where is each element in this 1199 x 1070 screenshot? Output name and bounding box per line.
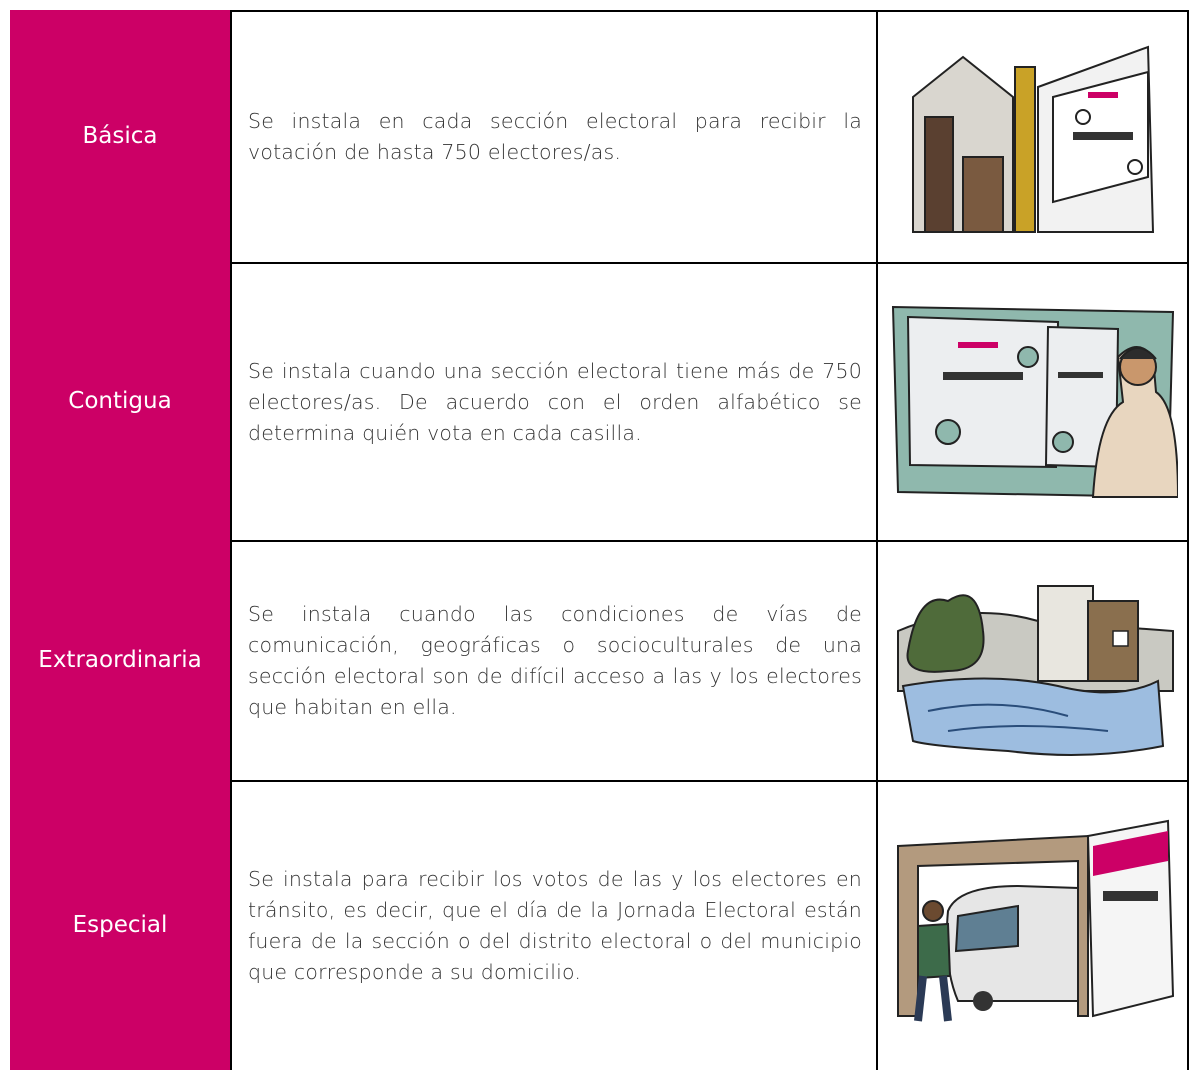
illustration bbox=[911, 45, 1154, 233]
illustration bbox=[891, 305, 1178, 499]
illustration bbox=[896, 585, 1174, 756]
illustration bbox=[896, 819, 1174, 1022]
row-description-cell: Se instala para recibir los votos de las… bbox=[230, 780, 876, 1070]
row-description: Se instala en cada sección electoral par… bbox=[248, 109, 862, 164]
illustration-cell bbox=[876, 780, 1189, 1070]
illustration-cell bbox=[876, 10, 1189, 262]
illustration-cell bbox=[876, 262, 1189, 540]
row-label: Especial bbox=[10, 780, 230, 1070]
row-label: Contigua bbox=[10, 262, 230, 540]
row-description: Se instala para recibir los votos de las… bbox=[248, 867, 862, 984]
illustration-cell bbox=[876, 540, 1189, 780]
row-description: Se instala cuando una sección electoral … bbox=[248, 358, 862, 445]
row-label: Básica bbox=[10, 10, 230, 262]
row-description-cell: Se instala cuando las condiciones de vía… bbox=[230, 540, 876, 780]
row-description: Se instala cuando las condiciones de vía… bbox=[248, 602, 862, 719]
row-label: Extraordinaria bbox=[10, 540, 230, 780]
row-description-cell: Se instala en cada sección electoral par… bbox=[230, 10, 876, 262]
row-description-cell: Se instala cuando una sección electoral … bbox=[230, 262, 876, 540]
